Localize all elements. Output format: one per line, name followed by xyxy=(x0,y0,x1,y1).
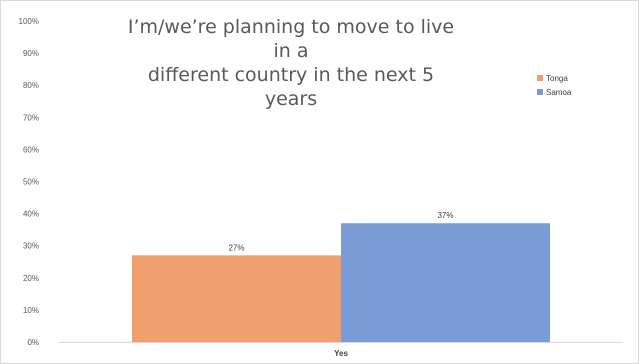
y-tick-label: 90% xyxy=(23,49,39,58)
y-tick-label: 10% xyxy=(23,306,39,315)
y-tick-label: 60% xyxy=(23,145,39,154)
y-tick-label: 30% xyxy=(23,242,39,251)
bar-samoa xyxy=(341,223,550,342)
y-tick-label: 50% xyxy=(23,178,39,187)
legend-swatch-samoa xyxy=(537,89,543,95)
y-tick-label: 20% xyxy=(23,274,39,283)
data-label-samoa: 37% xyxy=(437,211,453,220)
y-tick-label: 40% xyxy=(23,210,39,219)
legend-item-samoa: Samoa xyxy=(537,85,571,99)
legend-item-tonga: Tonga xyxy=(537,71,571,85)
legend-label-samoa: Samoa xyxy=(546,87,572,97)
chart-legend: Tonga Samoa xyxy=(537,71,571,99)
chart-title-line-2: different country in the next 5 years xyxy=(147,64,435,110)
legend-label-tonga: Tonga xyxy=(546,73,568,83)
y-tick-label: 70% xyxy=(23,113,39,122)
category-label: Yes xyxy=(334,349,348,358)
y-tick-label: 100% xyxy=(19,17,39,26)
y-tick-label: 0% xyxy=(27,338,39,347)
bar-tonga xyxy=(132,255,341,342)
chart-title-line-1: I’m/we’re planning to move to live in a xyxy=(127,16,455,62)
chart-title: I’m/we’re planning to move to live in a … xyxy=(121,15,461,111)
data-label-tonga: 27% xyxy=(228,243,244,252)
legend-swatch-tonga xyxy=(537,75,543,81)
y-tick-label: 80% xyxy=(23,81,39,90)
